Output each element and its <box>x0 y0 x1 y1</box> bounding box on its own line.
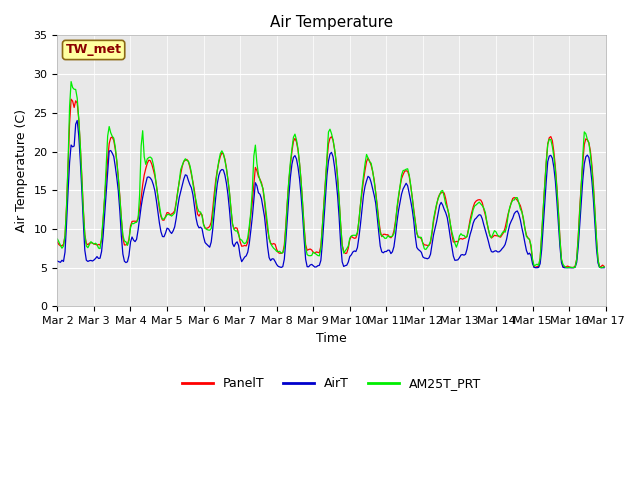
Y-axis label: Air Temperature (C): Air Temperature (C) <box>15 109 28 232</box>
AirT <box>236 253 244 259</box>
AM25T_PRT <box>236 237 244 242</box>
AirT <box>246 240 253 246</box>
AM25T_PRT <box>122 239 130 245</box>
AM25T_PRT <box>54 236 61 242</box>
Line: AM25T_PRT: AM25T_PRT <box>58 82 604 268</box>
PanelT <box>294 147 302 153</box>
AM25T_PRT <box>570 265 577 271</box>
PanelT <box>600 264 608 269</box>
PanelT <box>568 265 576 271</box>
Line: PanelT: PanelT <box>58 99 604 268</box>
AirT <box>122 260 130 265</box>
AM25T_PRT <box>67 79 75 84</box>
Title: Air Temperature: Air Temperature <box>270 15 393 30</box>
AirT <box>74 118 81 123</box>
AirT <box>562 265 570 271</box>
AirT <box>573 259 580 265</box>
AirT <box>218 167 226 172</box>
PanelT <box>236 239 244 245</box>
AM25T_PRT <box>294 146 302 152</box>
AM25T_PRT <box>218 148 226 154</box>
PanelT <box>246 227 253 233</box>
Line: AirT: AirT <box>58 120 604 268</box>
X-axis label: Time: Time <box>316 332 347 345</box>
AirT <box>294 164 302 170</box>
PanelT <box>122 242 130 248</box>
AM25T_PRT <box>246 223 253 229</box>
PanelT <box>573 256 580 262</box>
AirT <box>54 258 61 264</box>
PanelT <box>67 96 75 102</box>
AirT <box>600 265 608 271</box>
Legend: PanelT, AirT, AM25T_PRT: PanelT, AirT, AM25T_PRT <box>177 372 486 396</box>
PanelT <box>54 239 61 245</box>
Text: TW_met: TW_met <box>66 44 122 57</box>
AM25T_PRT <box>573 257 580 263</box>
PanelT <box>218 150 226 156</box>
AM25T_PRT <box>600 264 608 270</box>
